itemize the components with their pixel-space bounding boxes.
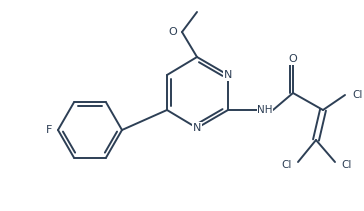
Text: O: O [168, 27, 177, 37]
Text: O: O [289, 54, 297, 64]
Text: Cl: Cl [352, 90, 363, 100]
Text: N: N [224, 70, 232, 80]
Text: Cl: Cl [341, 160, 351, 170]
Text: Cl: Cl [282, 160, 292, 170]
Text: NH: NH [257, 105, 273, 115]
Text: N: N [193, 123, 201, 133]
Text: F: F [46, 125, 52, 135]
